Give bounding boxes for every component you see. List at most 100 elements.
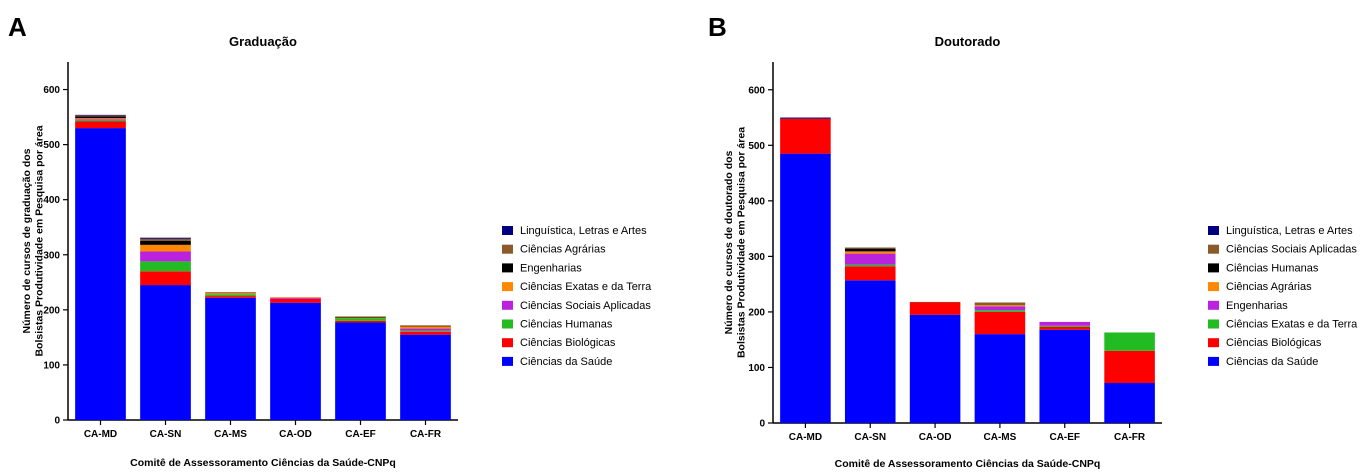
bar-segment (400, 325, 451, 326)
bar-segment (140, 251, 191, 262)
bar-segment (335, 317, 386, 318)
bar-segment (844, 247, 896, 249)
chart-title: Graduação (229, 34, 297, 49)
bar-segment (974, 302, 1026, 306)
bar-segment (974, 334, 1026, 423)
y-tick-label: 0 (759, 419, 765, 430)
legend-label: Ciências Biológicas (1226, 337, 1322, 349)
bar-segment (335, 318, 386, 321)
bar-segment (1039, 329, 1091, 423)
legend-swatch (1208, 226, 1219, 235)
y-tick-label: 400 (748, 196, 765, 207)
bar-segment (205, 297, 256, 420)
y-tick-label: 100 (748, 363, 765, 374)
legend-label: Ciências Sociais Aplicadas (1226, 244, 1357, 256)
x-tick-label: CA-FR (410, 429, 442, 440)
legend-swatch (1208, 244, 1219, 254)
legend-label: Ciências Agrárias (1226, 281, 1312, 293)
chart-b-svg: Doutorado 0 100 200 300 400 500 600 CA-MD CA-SN CA… (723, 34, 1358, 470)
bar-segment (335, 317, 386, 319)
bar-segment (140, 237, 191, 239)
legend-label: Ciências Humanas (520, 319, 613, 331)
bar-segment (844, 280, 896, 423)
bar-segment (400, 334, 451, 420)
x-tick-label: CA-EF (345, 429, 376, 440)
bar-segment (270, 297, 321, 298)
y-tick-label: 200 (748, 307, 765, 318)
y-tick-label: 600 (748, 85, 765, 96)
legend-swatch (1208, 263, 1219, 273)
bar-segment (1104, 350, 1155, 384)
legend-swatch (502, 338, 513, 348)
legend-swatch (502, 319, 513, 329)
bar-segment (844, 248, 896, 252)
bar-segment (1104, 332, 1155, 351)
bar-segment (75, 119, 126, 121)
legend-label: Linguística, Letras e Artes (520, 225, 647, 237)
bar-segment (205, 294, 256, 297)
chart-a-svg: Graduação 0 100 200 300 400 500 600 CA-MD CA-SN CA… (21, 34, 652, 469)
legend-swatch (502, 226, 513, 235)
bar-segment (270, 297, 321, 299)
bar-segment (909, 301, 961, 303)
bar-segment (205, 296, 256, 298)
x-tick-label: CA-SN (150, 429, 182, 440)
x-tick-label: CA-MS (984, 432, 1017, 443)
bar-segment (140, 241, 191, 245)
x-tick-label: CA-FR (1114, 432, 1146, 443)
bar-segment (75, 118, 126, 120)
chart-panel-b: B Doutorado 0 100 200 300 400 500 600 CA-MD CA-SN… (700, 0, 1370, 470)
legend-swatch (1208, 319, 1219, 329)
x-tick-label: CA-OD (279, 429, 312, 440)
legend-swatch (502, 263, 513, 273)
bar-segment (780, 117, 831, 119)
bar-segment (205, 292, 256, 294)
legend-swatch (1208, 338, 1219, 348)
bar-segment (400, 326, 451, 329)
legend-swatch (502, 356, 513, 366)
bar-segment (140, 271, 191, 286)
bar-segment (844, 251, 896, 254)
x-tick-label: CA-EF (1049, 432, 1080, 443)
y-tick-label: 300 (748, 252, 765, 263)
bar-segment (974, 305, 1026, 307)
bar-segment (909, 302, 961, 315)
chart-panel-a: A Graduação 0 100 200 300 400 500 600 CA-MD CA-SN… (0, 0, 685, 469)
legend-label: Linguística, Letras e Artes (1226, 225, 1353, 237)
legend-swatch (1208, 300, 1219, 310)
bar-segment (844, 253, 896, 265)
panel-label-b: B (708, 12, 727, 42)
bar-segment (974, 310, 1026, 312)
bar-segment (75, 128, 126, 421)
bar-segment (974, 306, 1026, 311)
bar-segment (400, 331, 451, 335)
bar-segment (140, 261, 191, 272)
bar-segment (75, 121, 126, 129)
legend-label: Ciências Agrárias (520, 244, 606, 256)
bar-segment (400, 330, 451, 332)
legend-label: Ciências da Saúde (520, 356, 612, 368)
bar-segment (335, 322, 386, 420)
legend-swatch (1208, 356, 1219, 366)
bar-segment (1039, 325, 1091, 327)
chart-title: Doutorado (935, 34, 1001, 49)
bar-segment (205, 293, 256, 295)
legend-label: Ciências Exatas e da Terra (1226, 319, 1358, 331)
bar-segment (270, 298, 321, 303)
x-tick-label: CA-MD (789, 432, 822, 443)
y-tick-label: 500 (748, 141, 765, 152)
y-tick-label: 300 (43, 250, 60, 261)
legend-label: Engenharias (1226, 300, 1288, 312)
legend-label: Ciências Biológicas (520, 337, 616, 349)
y-tick-label: 200 (43, 305, 60, 316)
bar-segment (780, 118, 831, 154)
x-axis-label: Comitê de Assessoramento Ciências da Saú… (130, 457, 396, 469)
bar-segment (140, 238, 191, 241)
y-tick-label: 400 (43, 195, 60, 206)
legend-swatch (1208, 282, 1219, 292)
x-tick-label: CA-MS (214, 429, 247, 440)
bar-segment (335, 320, 386, 323)
bar-segment (1039, 321, 1091, 326)
bar-segment (140, 285, 191, 420)
y-tick-label: 0 (54, 416, 60, 427)
